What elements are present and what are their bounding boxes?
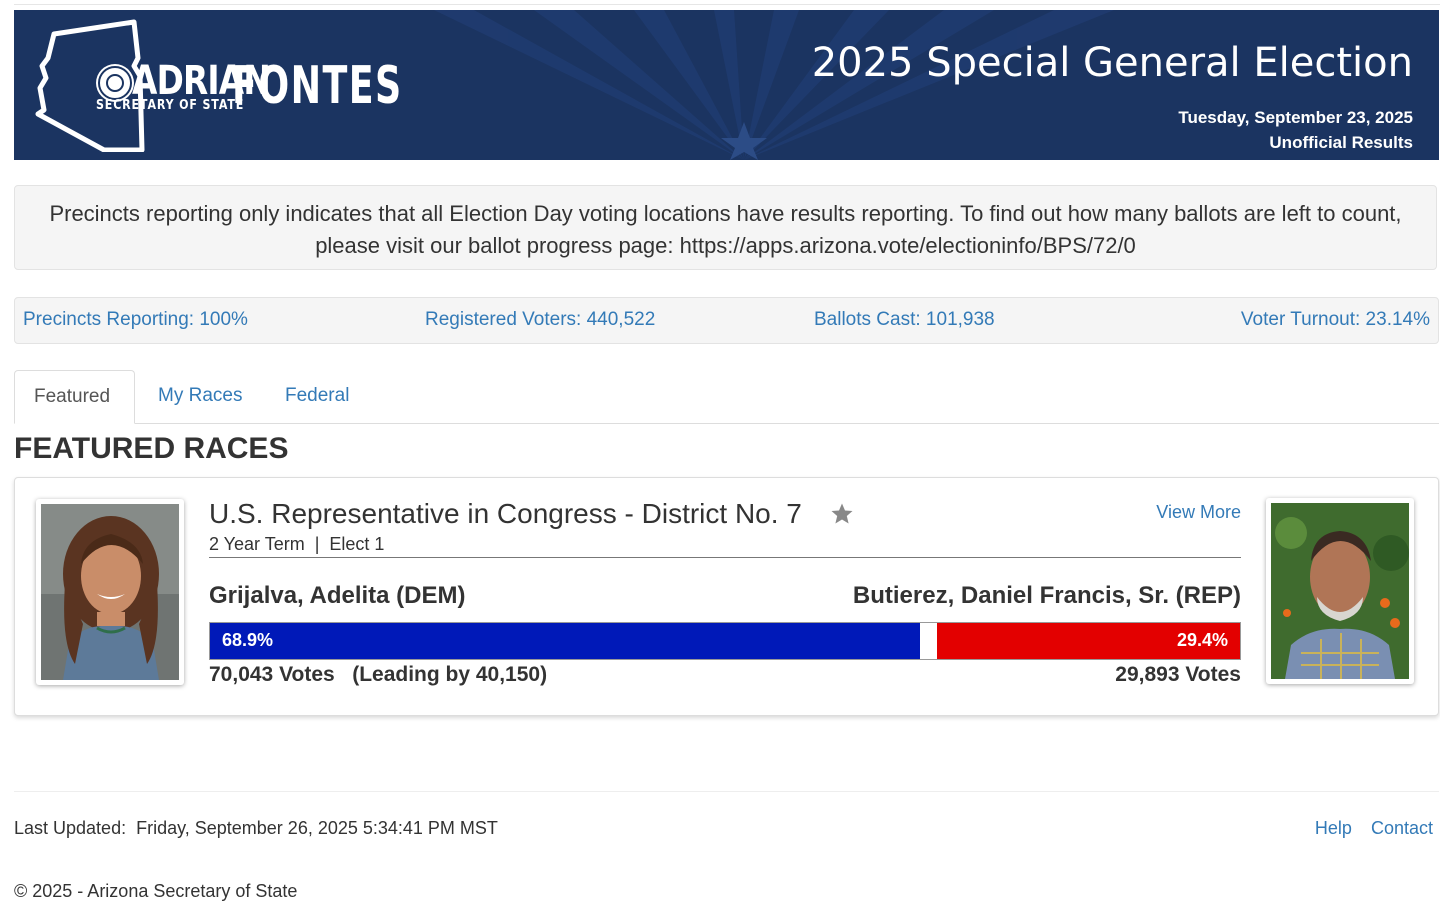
footer-divider xyxy=(14,791,1439,792)
tab-my-races[interactable]: My Races xyxy=(158,385,243,406)
rep-share-bar: 29.4% xyxy=(937,623,1240,659)
dem-share-bar: 68.9% xyxy=(210,623,920,659)
election-date: Tuesday, September 23, 2025 xyxy=(1178,108,1413,127)
state-seal-icon xyxy=(98,66,132,100)
copyright: © 2025 - Arizona Secretary of State xyxy=(14,881,298,901)
last-updated: Last Updated: Friday, September 26, 2025… xyxy=(14,818,498,838)
election-title: 2025 Special General Election xyxy=(811,40,1413,86)
race-title: U.S. Representative in Congress - Distri… xyxy=(209,498,802,529)
top-divider xyxy=(14,4,1440,5)
arizona-outline-icon xyxy=(35,19,145,152)
results-status: Unofficial Results xyxy=(1269,133,1413,152)
stat-precincts-reporting[interactable]: Precincts Reporting: 100% xyxy=(23,309,248,330)
dem-votes: 70,043 Votes (Leading by 40,150) xyxy=(209,663,548,686)
candidate-name-rep: Butierez, Daniel Francis, Sr. (REP) xyxy=(852,582,1241,609)
secretary-of-state-logo[interactable]: ADRIAN FONTES SECRETARY OF STATE xyxy=(34,18,401,152)
dem-percent: 68.9% xyxy=(222,630,274,650)
logo-last-name: FONTES xyxy=(232,56,403,116)
footer-links: Help Contact xyxy=(1301,818,1433,839)
header-banner: ADRIAN FONTES SECRETARY OF STATE 2025 Sp… xyxy=(14,10,1439,160)
results-bar: 68.9% 29.4% xyxy=(209,622,1241,660)
rep-percent: 29.4% xyxy=(1176,630,1228,650)
stats-bar: Precincts Reporting: 100% Registered Vot… xyxy=(14,297,1439,344)
candidate-name-dem: Grijalva, Adelita (DEM) xyxy=(209,582,466,609)
favorite-star-icon[interactable] xyxy=(830,502,854,526)
view-more-link[interactable]: View More xyxy=(1156,502,1241,522)
stat-voter-turnout[interactable]: Voter Turnout: 23.14% xyxy=(1240,309,1430,330)
tab-featured[interactable]: Featured xyxy=(14,370,135,424)
stat-registered-voters[interactable]: Registered Voters: 440,522 xyxy=(425,309,656,330)
star-watermark-icon xyxy=(721,122,767,160)
logo-subtitle: SECRETARY OF STATE xyxy=(96,98,245,113)
candidate-photo-dem[interactable] xyxy=(36,499,184,685)
section-title: FEATURED RACES xyxy=(14,432,289,465)
race-term-info: 2 Year Term | Elect 1 xyxy=(209,534,385,554)
race-tabs: Featured My Races Federal xyxy=(14,370,1439,424)
sunburst-background xyxy=(434,10,1114,160)
precincts-notice: Precincts reporting only indicates that … xyxy=(14,185,1437,270)
race-divider xyxy=(209,557,1241,558)
candidate-photo-rep[interactable] xyxy=(1266,498,1414,684)
stat-ballots-cast[interactable]: Ballots Cast: 101,938 xyxy=(814,309,995,330)
contact-link[interactable]: Contact xyxy=(1370,818,1433,838)
logo-first-name: ADRIAN xyxy=(132,58,271,104)
race-card: U.S. Representative in Congress - Distri… xyxy=(14,477,1439,716)
help-link[interactable]: Help xyxy=(1314,818,1352,838)
tab-federal[interactable]: Federal xyxy=(285,385,350,406)
rep-votes: 29,893 Votes xyxy=(1115,663,1241,686)
